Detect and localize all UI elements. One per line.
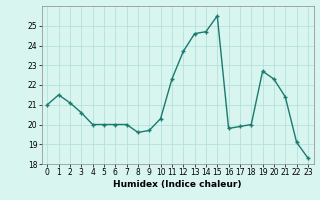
X-axis label: Humidex (Indice chaleur): Humidex (Indice chaleur) [113,180,242,189]
